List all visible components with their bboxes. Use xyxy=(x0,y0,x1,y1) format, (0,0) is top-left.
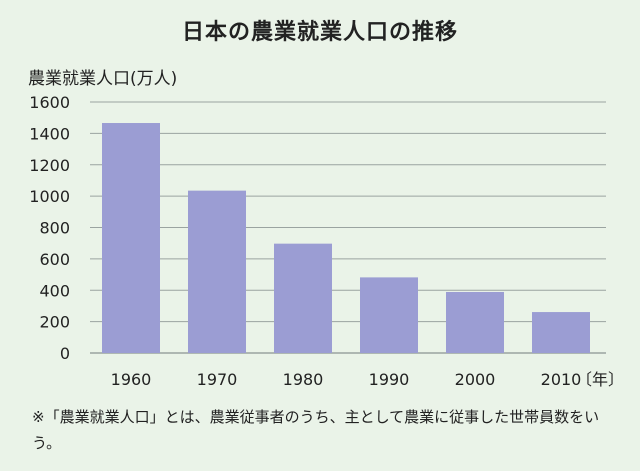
y-tick-label: 800 xyxy=(39,219,70,238)
y-tick-labels: 0 200 400 600 800 1000 1200 1400 1600 xyxy=(29,93,70,363)
y-tick-label: 400 xyxy=(39,281,70,300)
y-tick-label: 1600 xyxy=(29,93,70,112)
bar-1980 xyxy=(274,243,332,353)
bar-2000 xyxy=(446,291,504,353)
y-axis-label: 農業就業人口(万人) xyxy=(28,69,178,89)
x-tick-label: 1990 xyxy=(369,370,410,389)
grid-lines xyxy=(90,101,606,354)
y-tick-label: 0 xyxy=(60,344,70,363)
bar-2010 xyxy=(532,312,590,353)
bar-1990 xyxy=(360,277,418,353)
x-tick-label: 1980 xyxy=(283,370,324,389)
x-axis-unit: 〔年〕 xyxy=(576,370,624,389)
y-tick-label: 1000 xyxy=(29,187,70,206)
bars xyxy=(102,123,590,354)
x-tick-label: 1970 xyxy=(197,370,238,389)
y-tick-label: 1400 xyxy=(29,124,70,143)
y-tick-label: 600 xyxy=(39,250,70,269)
footnote: ※「農業就業人口」とは、農業従事者のうち、主として農業に従事した世帯員数をいう。 xyxy=(32,408,600,452)
bar-1960 xyxy=(102,123,160,354)
x-tick-label: 1960 xyxy=(111,370,152,389)
x-tick-labels: 1960 1970 1980 1990 2000 2010 xyxy=(111,370,582,389)
x-tick-label: 2010 xyxy=(541,370,582,389)
x-tick-label: 2000 xyxy=(455,370,496,389)
bar-1970 xyxy=(188,190,246,353)
y-tick-label: 1200 xyxy=(29,156,70,175)
y-tick-label: 200 xyxy=(39,313,70,332)
chart-title: 日本の農業就業人口の推移 xyxy=(181,20,458,45)
